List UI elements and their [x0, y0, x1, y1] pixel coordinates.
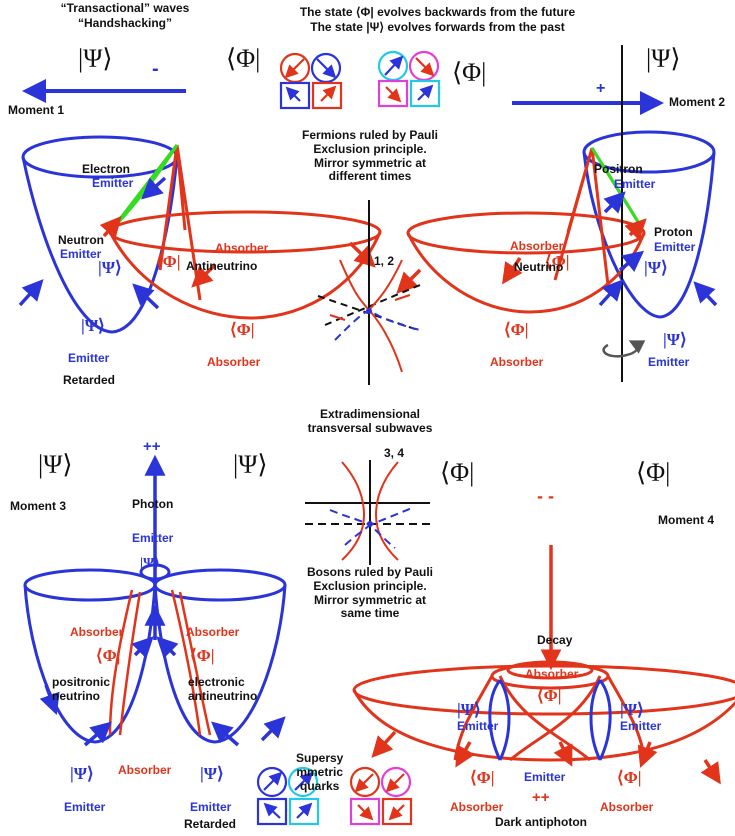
symbol-phi-top-right: ⟨Φ| [452, 58, 487, 87]
plusplus-bottom: ++ [532, 789, 550, 806]
symbol-psi-top-left: |Ψ⟩ [78, 44, 113, 73]
label-absorber-m4-right: Absorber [600, 800, 654, 814]
label-decay: Decay [537, 633, 573, 647]
header-transactional-waves: “Transactional” waves [60, 1, 190, 15]
label-antineutrino: Antineutrino [186, 259, 258, 273]
symbol-psi-moment2-lower: |Ψ⟩ [663, 330, 687, 349]
label-positronic-neutrino: positronic neutrino [52, 675, 111, 703]
symbol-phi-moment1-lower: ⟨Φ| [230, 320, 255, 339]
symbol-phi-moment2-lower: ⟨Φ| [504, 320, 529, 339]
label-neutrino: Neutrino [514, 260, 564, 274]
symbol-phi-m4-lower-right: ⟨Φ| [617, 768, 642, 787]
moment3-bowls [23, 563, 287, 744]
label-neutron-emitter: Emitter [60, 247, 102, 261]
fermions-caption: Fermions ruled by Pauli Exclusion princi… [301, 128, 439, 184]
label-absorber-m3-left: Absorber [70, 625, 124, 639]
symbol-phi-moment1-inner: ⟨Φ| [156, 252, 181, 271]
label-electronic-antineutrino: electronic antineutrino [188, 675, 258, 703]
label-1-2: 1, 2 [374, 254, 395, 268]
label-photon-emitter: Emitter [132, 531, 174, 545]
minus-sign: - [152, 58, 159, 80]
header-handshacking: “Handshacking” [77, 16, 173, 30]
header-psi-statement: The state |Ψ⟩ evolves forwards from the … [310, 20, 565, 34]
label-emitter-m4-center: Emitter [524, 770, 566, 784]
label-proton: Proton [654, 225, 693, 239]
label-emitter-m4-left: Emitter [457, 719, 499, 733]
label-electron-emitter: Emitter [92, 176, 134, 190]
legend-icons-top [279, 50, 441, 110]
symbol-psi-m3-lower-right: |Ψ⟩ [200, 764, 224, 783]
label-absorber-m2-lower: Absorber [490, 355, 544, 369]
moment-1-label: Moment 1 [8, 103, 65, 117]
symbol-psi-m3-top: |Ψ⟩ [140, 556, 160, 571]
label-absorber-m2: Absorber [510, 239, 564, 253]
label-absorber-m3-lower: Absorber [118, 763, 172, 777]
moment4-emitter-lens [488, 679, 612, 761]
plus-sign: + [596, 80, 606, 97]
moment2-emitter-bowl [582, 130, 716, 319]
symbol-phi-top: ⟨Φ| [226, 44, 261, 73]
moment-2-label: Moment 2 [669, 95, 726, 109]
symbol-psi-m3-lower-left: |Ψ⟩ [70, 764, 94, 783]
label-electron: Electron [82, 162, 131, 176]
label-positron-emitter: Emitter [614, 177, 656, 191]
symbol-phi-m3-left: ⟨Φ| [96, 646, 121, 665]
label-absorber-m4-left: Absorber [450, 800, 504, 814]
label-neutron: Neutron [58, 233, 104, 247]
minusminus-label: - - [537, 486, 554, 506]
label-3-4: 3, 4 [384, 446, 405, 460]
label-emitter-m2: Emitter [648, 355, 690, 369]
label-photon: Photon [132, 497, 174, 511]
extradimensional-caption: Extradimensional transversal subwaves [307, 407, 433, 435]
moment3-arrows [39, 604, 286, 747]
symbol-psi-m4-left-lens: |Ψ⟩ [457, 700, 481, 719]
label-emitter-m4-right: Emitter [620, 719, 662, 733]
symbol-phi-m4-right: ⟨Φ| [636, 458, 671, 487]
symbol-psi-moment1-inner: |Ψ⟩ [98, 258, 122, 277]
label-absorber-m1-lower: Absorber [207, 355, 261, 369]
plusplus-top: ++ [143, 438, 161, 455]
symbol-psi-moment2-inner: |Ψ⟩ [644, 258, 668, 277]
label-emitter-m1: Emitter [68, 351, 110, 365]
symbol-phi-m4-center: ⟨Φ| [537, 686, 562, 705]
symbol-psi-top-right: |Ψ⟩ [646, 44, 681, 73]
label-proton-emitter: Emitter [654, 240, 696, 254]
label-emitter-m3-left: Emitter [64, 800, 106, 814]
moment-3-label: Moment 3 [10, 499, 67, 513]
symbol-psi-m3-right: |Ψ⟩ [233, 450, 268, 479]
symbol-psi-moment1-lower: |Ψ⟩ [81, 316, 105, 335]
label-emitter-m3-right: Emitter [190, 800, 232, 814]
label-retarded-m3: Retarded [184, 817, 237, 831]
label-supersymmetric-quarks: Supersy mmetric quarks [296, 751, 344, 793]
symbol-phi-m4-lower-left: ⟨Φ| [470, 768, 495, 787]
moment2-arrows [396, 191, 718, 307]
bosons-caption: Bosons ruled by Pauli Exclusion principl… [306, 565, 434, 621]
symbol-psi-m4-right-lens: |Ψ⟩ [620, 700, 644, 719]
header-phi-statement: The state ⟨Φ| evolves backwards from the… [299, 5, 576, 19]
label-absorber-m3-right: Absorber [186, 625, 240, 639]
label-absorber-m4-top: Absorber [525, 667, 579, 681]
moment4-arrows [371, 730, 721, 785]
label-positron: Positron [594, 162, 643, 176]
legend-icons-bottom [256, 766, 413, 826]
symbol-phi-m4-left: ⟨Φ| [440, 458, 475, 487]
symbol-phi-m3-right: ⟨Φ| [190, 646, 215, 665]
moment-4-label: Moment 4 [658, 513, 715, 527]
label-dark-antiphoton: Dark antiphoton [495, 815, 587, 829]
boson-cross-figure [305, 460, 430, 565]
fermion-cross-figure [317, 200, 421, 385]
symbol-psi-m3-left: |Ψ⟩ [38, 450, 73, 479]
moment3-absorber-lines [108, 589, 212, 736]
label-absorber-m1: Absorber [215, 241, 269, 255]
symbol-phi-moment2-inner: ⟨Φ| [545, 252, 570, 271]
label-retarded-m1: Retarded [63, 373, 116, 387]
